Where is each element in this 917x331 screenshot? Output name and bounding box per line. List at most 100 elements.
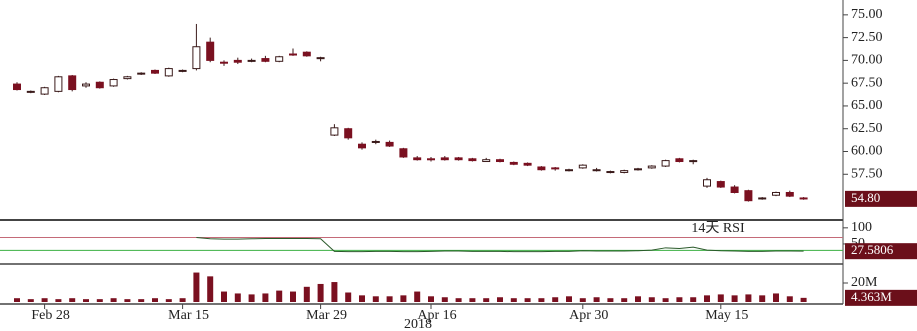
candle-body	[220, 61, 228, 64]
volume-bar	[345, 292, 352, 302]
rsi-line	[196, 237, 804, 253]
volume-bar	[538, 298, 545, 302]
candle-body	[730, 186, 739, 193]
candle-body	[440, 157, 449, 161]
candle-body	[675, 158, 684, 163]
volume-bar	[414, 291, 421, 302]
candle-body	[13, 83, 21, 91]
volume-bar	[648, 297, 655, 302]
candle-body	[68, 75, 77, 91]
last-volume: 4.363M	[851, 289, 892, 304]
candle-body	[289, 53, 297, 56]
candle-body	[606, 171, 615, 174]
volume-bar	[372, 296, 379, 302]
candle-body	[744, 190, 753, 202]
candle-body	[592, 169, 601, 172]
volume-bar	[566, 296, 572, 302]
volume-bar	[662, 298, 669, 302]
last-rsi: 27.5806	[851, 242, 894, 257]
year-label: 2018	[404, 317, 432, 331]
volume-bar	[386, 296, 393, 302]
candle-body	[371, 140, 380, 143]
volume-bar	[786, 296, 793, 302]
candle-body	[565, 169, 573, 172]
candle-body	[551, 167, 560, 170]
volume-bar	[55, 299, 62, 302]
candle-body	[109, 79, 118, 87]
x-tick-label: Feb 28	[31, 308, 70, 323]
candle-body	[620, 170, 629, 173]
volume-bar	[773, 293, 779, 302]
candle-body	[275, 56, 284, 62]
candle-body	[413, 157, 422, 161]
candle-body	[206, 41, 215, 61]
volume-bar	[179, 298, 186, 302]
volume-bar	[455, 298, 462, 302]
volume-bar	[165, 299, 172, 302]
volume-bar	[110, 298, 117, 302]
candle-body	[82, 83, 90, 87]
volume-bar	[579, 298, 586, 302]
volume-bar	[124, 299, 131, 302]
last-price: 54.80	[851, 190, 880, 205]
y-tick-label: 70.00	[851, 53, 883, 68]
candle-body	[703, 179, 711, 187]
volume-bar	[497, 297, 503, 302]
volume-bar	[221, 291, 227, 302]
y-tick-label: 75.00	[851, 7, 883, 22]
volume-bar	[510, 298, 517, 302]
candle-body	[40, 87, 49, 95]
x-tick-label: Apr 30	[569, 308, 608, 323]
candle-body	[247, 59, 256, 62]
volume-bar	[96, 299, 103, 302]
volume-bar	[483, 298, 490, 302]
volume-bar	[276, 290, 283, 302]
candle-body	[123, 76, 132, 80]
x-tick-label: Mar 15	[168, 308, 209, 323]
candle-body	[427, 158, 435, 161]
volume-bar	[248, 294, 255, 302]
candle-body	[454, 157, 463, 161]
volume-bar	[317, 283, 324, 302]
y-tick-label: 20M	[851, 275, 878, 290]
volume-bar	[635, 296, 641, 302]
candle-body	[482, 159, 491, 163]
candle-body	[192, 46, 201, 70]
volume-bar	[69, 298, 76, 302]
candle-body	[316, 57, 325, 60]
volume-bar	[359, 295, 365, 302]
candle-body	[772, 191, 780, 196]
x-tick-label: Mar 29	[306, 308, 347, 323]
candle-body	[302, 51, 311, 57]
volume-bar	[759, 295, 766, 302]
volume-bar	[262, 293, 269, 302]
volume-bar	[400, 295, 407, 302]
candle-body	[261, 58, 270, 62]
volume-bar	[428, 296, 434, 302]
candle-body	[537, 166, 546, 171]
candle-body	[399, 148, 408, 158]
y-tick-label: 57.50	[851, 166, 883, 181]
volume-bar	[41, 298, 48, 302]
volume-bar	[745, 294, 752, 302]
volume-bar	[704, 295, 710, 302]
last-price-bg	[845, 190, 917, 207]
volume-bar	[14, 298, 20, 302]
volume-bar	[290, 291, 296, 302]
last-volume-bg	[845, 289, 917, 306]
x-tick-label: May 15	[705, 308, 748, 323]
candle-body	[95, 81, 104, 89]
candle-body	[26, 90, 35, 93]
volume-bar	[593, 297, 600, 302]
volume-bar	[152, 298, 158, 302]
y-tick-label: 65.00	[851, 98, 883, 113]
indicator-title: 14天 RSI	[691, 221, 745, 236]
last-rsi-bg	[845, 243, 917, 260]
x-tick-label: Apr 16	[417, 308, 456, 323]
candle-body	[689, 160, 698, 163]
volume-bar	[469, 298, 476, 302]
volume-bar	[690, 297, 697, 302]
volume-bar	[27, 299, 34, 302]
volume-bar	[138, 299, 145, 302]
